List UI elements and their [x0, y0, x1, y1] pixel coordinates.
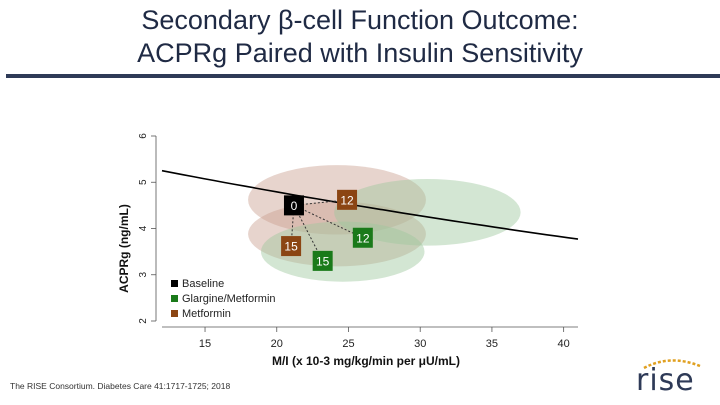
confidence-ellipse [334, 179, 521, 246]
legend-swatch [171, 280, 178, 287]
title-line-2: ACPRg Paired with Insulin Sensitivity [137, 38, 583, 68]
connector-line [293, 204, 364, 239]
legend-label: Baseline [182, 278, 224, 290]
data-point-label: 15 [316, 254, 330, 268]
slide-title: Secondary β-cell Function Outcome: ACPRg… [0, 4, 720, 70]
x-axis-title: M/I (x 10-3 mg/kg/min per μU/mL) [272, 354, 460, 368]
confidence-ellipse [248, 165, 426, 235]
data-point [352, 227, 373, 248]
data-point [312, 250, 333, 271]
legend-swatch [171, 310, 178, 317]
x-tick-label: 20 [271, 338, 283, 350]
data-point [337, 189, 358, 210]
x-tick-label: 35 [486, 338, 498, 350]
data-point-label: 12 [340, 193, 354, 207]
y-tick-label: 4 [138, 225, 149, 231]
connector-line [290, 205, 295, 247]
logo-text: rise [636, 363, 695, 398]
data-point [281, 236, 302, 257]
logo-arc-icon [643, 359, 701, 370]
reference-curve [161, 169, 579, 240]
title-divider [6, 74, 720, 78]
x-tick-label: 40 [558, 338, 570, 350]
data-point [283, 195, 304, 216]
title-line-1: Secondary β-cell Function Outcome: [141, 5, 579, 35]
y-axis-title: ACPRg (ng/mL) [117, 204, 131, 293]
citation: The RISE Consortium. Diabetes Care 41:17… [10, 381, 231, 391]
y-tick-label: 6 [138, 133, 149, 139]
rise-logo: rise [636, 356, 708, 398]
y-tick-label: 3 [138, 272, 149, 278]
data-point-label: 0 [291, 199, 298, 213]
data-point-label: 15 [284, 240, 298, 254]
y-tick-label: 5 [138, 179, 149, 185]
x-tick-label: 30 [414, 338, 426, 350]
y-tick-label: 2 [138, 318, 149, 324]
legend-label: Glargine/Metformin [182, 293, 276, 305]
x-tick-label: 25 [342, 338, 354, 350]
legend-label: Metformin [182, 308, 231, 320]
x-tick-label: 15 [199, 338, 211, 350]
confidence-ellipse [260, 221, 425, 282]
data-point-label: 12 [356, 231, 370, 245]
legend-swatch [171, 295, 178, 302]
